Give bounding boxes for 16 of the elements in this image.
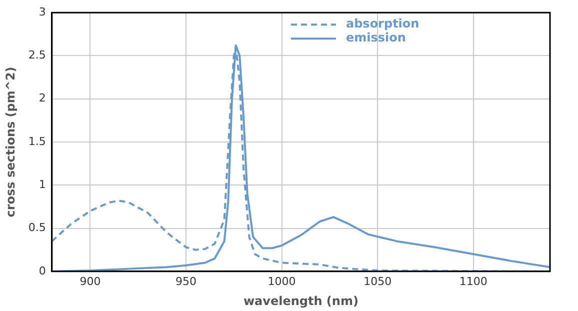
y-tick-label: 1	[38, 178, 46, 191]
y-tick-label: 0.5	[28, 221, 46, 234]
legend-label: emission	[346, 30, 406, 45]
x-tick-label: 950	[176, 274, 196, 288]
y-tick-label: 3	[38, 5, 46, 18]
y-tick-label: 0	[38, 264, 46, 278]
y-axis-title: cross sections (pm^2)	[3, 66, 18, 218]
x-tick-label: 900	[80, 274, 101, 288]
y-tick-label: 1.5	[28, 134, 46, 148]
x-tick-label: 1000	[268, 274, 296, 288]
x-tick-label: 1050	[364, 274, 392, 288]
y-tick-label: 2	[38, 92, 46, 105]
legend-label: absorption	[346, 16, 420, 31]
x-axis-title: wavelength (nm)	[243, 294, 358, 308]
x-tick-label: 1100	[459, 274, 488, 288]
y-tick-label: 2.5	[28, 48, 46, 62]
